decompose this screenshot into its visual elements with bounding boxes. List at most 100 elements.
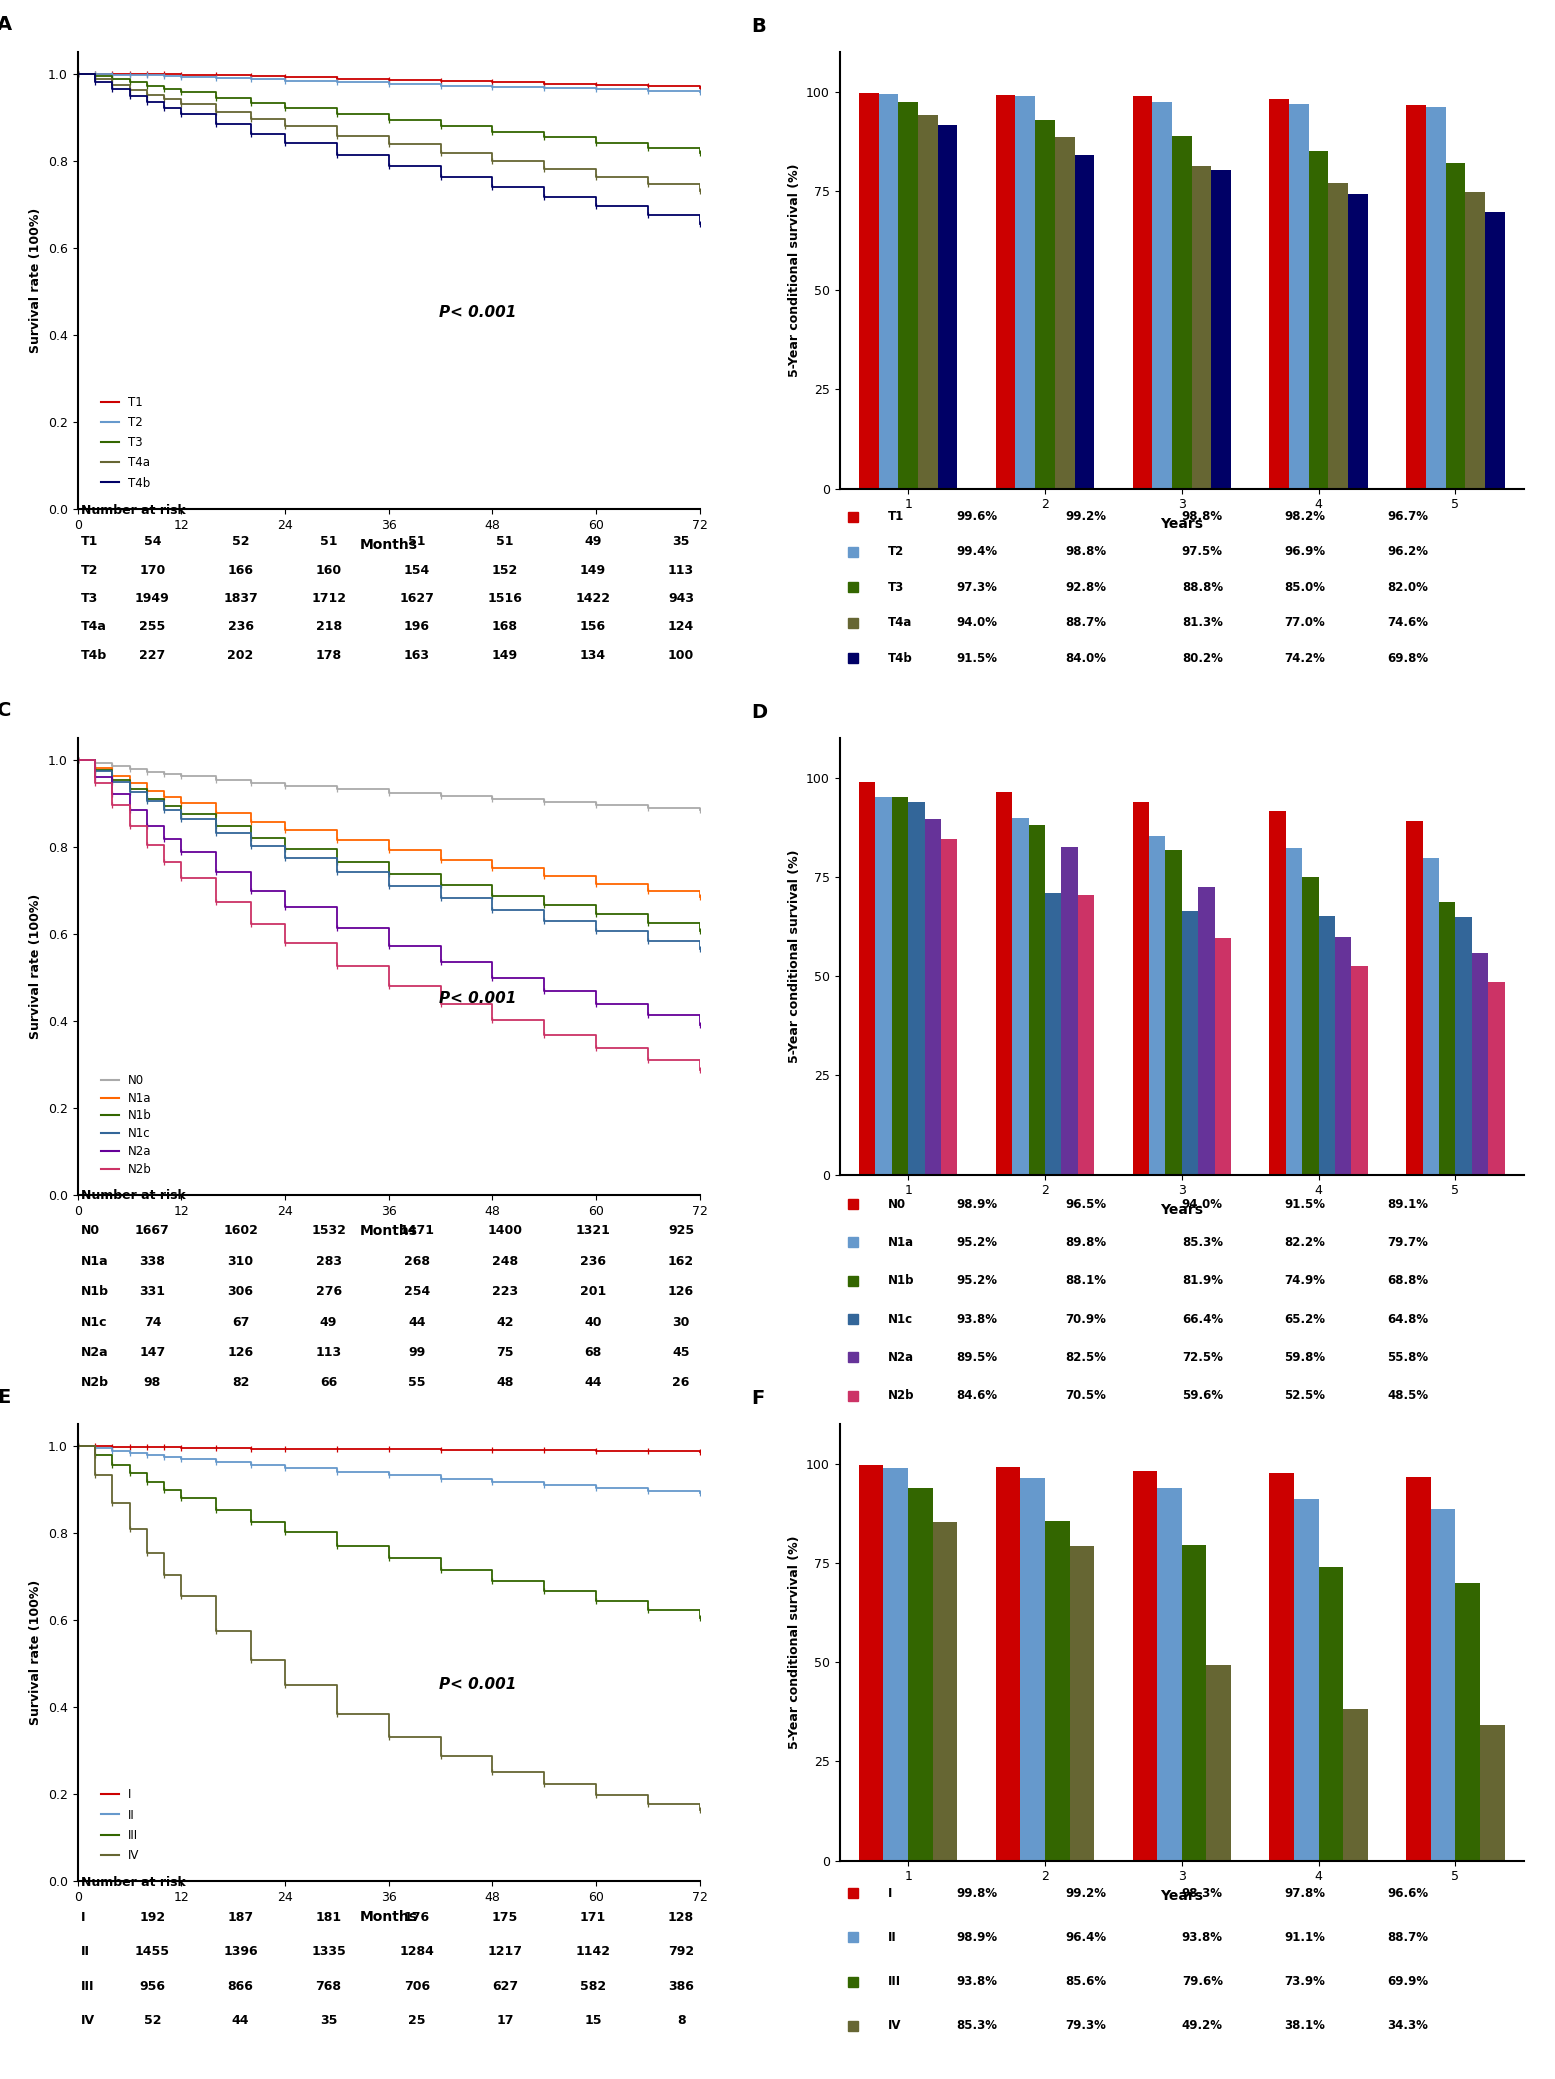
- Text: 85.3%: 85.3%: [956, 2019, 997, 2033]
- Bar: [1344, 1709, 1368, 1861]
- Text: T2: T2: [81, 563, 98, 576]
- Text: 68.8%: 68.8%: [1387, 1274, 1427, 1287]
- Text: 49: 49: [320, 1316, 337, 1328]
- Bar: [1294, 1499, 1319, 1861]
- Text: N1b: N1b: [888, 1274, 914, 1287]
- Text: 276: 276: [316, 1285, 342, 1297]
- Text: 49.2%: 49.2%: [1182, 2019, 1222, 2033]
- Text: 128: 128: [669, 1911, 694, 1923]
- Bar: [1045, 894, 1062, 1175]
- Text: 77.0%: 77.0%: [1284, 615, 1325, 630]
- Text: 69.9%: 69.9%: [1387, 1975, 1427, 1988]
- Bar: [1336, 938, 1351, 1175]
- Bar: [1455, 1584, 1480, 1861]
- Text: 44: 44: [232, 2015, 249, 2027]
- X-axis label: Months: Months: [359, 1225, 418, 1237]
- Bar: [1485, 212, 1505, 489]
- Y-axis label: Survival rate (100%): Survival rate (100%): [30, 208, 42, 353]
- Text: III: III: [888, 1975, 900, 1988]
- Text: 248: 248: [491, 1256, 518, 1268]
- Bar: [1286, 848, 1302, 1175]
- Text: III: III: [81, 1979, 95, 1994]
- Text: 95.2%: 95.2%: [956, 1235, 997, 1249]
- Text: 98.9%: 98.9%: [956, 1198, 997, 1210]
- Text: 52: 52: [232, 534, 249, 549]
- Text: 96.4%: 96.4%: [1065, 1931, 1107, 1944]
- Text: T1: T1: [888, 509, 903, 524]
- Bar: [1199, 888, 1214, 1175]
- Legend: I, II, III, IV: I, II, III, IV: [96, 1784, 145, 1867]
- Text: 1217: 1217: [487, 1946, 522, 1958]
- Text: 792: 792: [669, 1946, 694, 1958]
- Bar: [1426, 106, 1446, 489]
- Text: N1a: N1a: [81, 1256, 109, 1268]
- Text: Number at risk: Number at risk: [81, 1189, 185, 1202]
- Text: 65.2%: 65.2%: [1284, 1312, 1325, 1326]
- Bar: [925, 819, 941, 1175]
- Text: 96.6%: 96.6%: [1387, 1886, 1427, 1900]
- Bar: [1328, 183, 1348, 489]
- Text: 88.8%: 88.8%: [1182, 580, 1222, 595]
- Text: 1335: 1335: [311, 1946, 347, 1958]
- Text: 202: 202: [227, 649, 253, 661]
- Text: 59.8%: 59.8%: [1284, 1351, 1325, 1364]
- Text: 223: 223: [491, 1285, 518, 1297]
- Text: 84.6%: 84.6%: [956, 1389, 997, 1401]
- Text: 1284: 1284: [400, 1946, 434, 1958]
- Text: 386: 386: [669, 1979, 694, 1994]
- Text: 70.5%: 70.5%: [1065, 1389, 1106, 1401]
- Text: N2a: N2a: [81, 1345, 109, 1360]
- Text: T4b: T4b: [81, 649, 107, 661]
- Bar: [1078, 894, 1095, 1175]
- Bar: [1269, 811, 1286, 1175]
- Text: 147: 147: [140, 1345, 165, 1360]
- Text: 68: 68: [585, 1345, 602, 1360]
- Text: 40: 40: [585, 1316, 602, 1328]
- Text: 134: 134: [580, 649, 606, 661]
- Text: 48.5%: 48.5%: [1387, 1389, 1427, 1401]
- Bar: [1075, 156, 1095, 489]
- X-axis label: Years: Years: [1160, 518, 1204, 530]
- Bar: [917, 116, 938, 489]
- Text: 1396: 1396: [224, 1946, 258, 1958]
- Bar: [1015, 96, 1036, 489]
- Text: 227: 227: [140, 649, 165, 661]
- Text: 156: 156: [580, 620, 606, 634]
- Text: 79.3%: 79.3%: [1065, 2019, 1106, 2033]
- Text: 88.1%: 88.1%: [1065, 1274, 1107, 1287]
- Text: 236: 236: [580, 1256, 606, 1268]
- Text: N1b: N1b: [81, 1285, 109, 1297]
- Text: 166: 166: [227, 563, 253, 576]
- Text: 627: 627: [491, 1979, 518, 1994]
- Text: 956: 956: [140, 1979, 165, 1994]
- Text: 171: 171: [580, 1911, 606, 1923]
- Bar: [1446, 162, 1465, 489]
- Bar: [1165, 850, 1182, 1175]
- Bar: [1319, 1568, 1344, 1861]
- Text: 73.9%: 73.9%: [1284, 1975, 1325, 1988]
- Text: 67: 67: [232, 1316, 249, 1328]
- Text: 99.8%: 99.8%: [956, 1886, 997, 1900]
- Text: 59.6%: 59.6%: [1182, 1389, 1222, 1401]
- Text: 92.8%: 92.8%: [1065, 580, 1107, 595]
- Text: 89.1%: 89.1%: [1387, 1198, 1427, 1210]
- Text: T1: T1: [81, 534, 98, 549]
- Text: 91.1%: 91.1%: [1284, 1931, 1325, 1944]
- Text: 74.2%: 74.2%: [1284, 651, 1325, 665]
- Text: P< 0.001: P< 0.001: [439, 306, 516, 320]
- Text: 97.8%: 97.8%: [1284, 1886, 1325, 1900]
- Text: 51: 51: [320, 534, 337, 549]
- Legend: N0, N1a, N1b, N1c, N2a, N2b: N0, N1a, N1b, N1c, N2a, N2b: [96, 1069, 157, 1181]
- Text: 1712: 1712: [311, 593, 347, 605]
- Y-axis label: Survival rate (100%): Survival rate (100%): [30, 894, 42, 1040]
- Bar: [1351, 967, 1368, 1175]
- Y-axis label: 5-Year conditional survival (%): 5-Year conditional survival (%): [787, 1536, 801, 1748]
- Text: 74: 74: [143, 1316, 162, 1328]
- Text: 866: 866: [227, 1979, 253, 1994]
- Text: II: II: [81, 1946, 90, 1958]
- Text: 52: 52: [143, 2015, 162, 2027]
- Text: 98.8%: 98.8%: [1065, 545, 1107, 559]
- Bar: [1054, 137, 1075, 489]
- Text: N2b: N2b: [888, 1389, 914, 1401]
- Text: 1471: 1471: [400, 1225, 434, 1237]
